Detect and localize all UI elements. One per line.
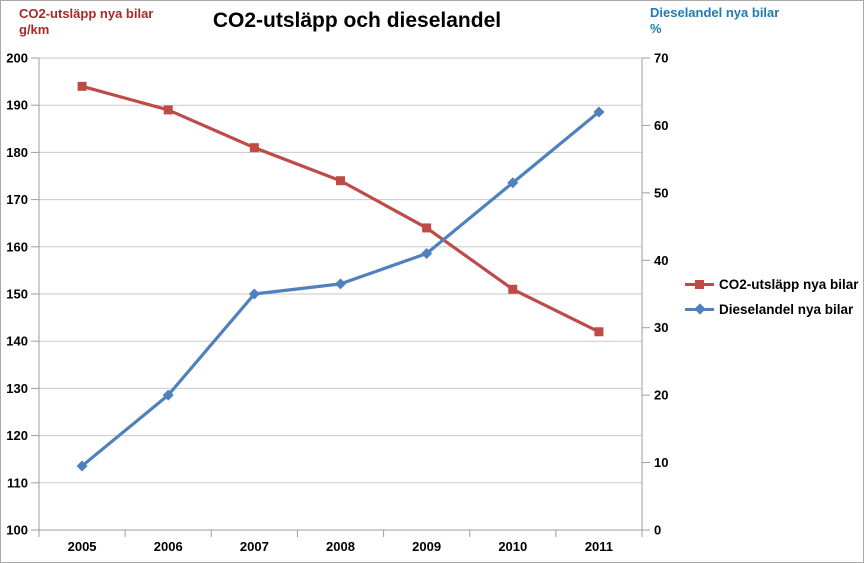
left-tick-label: 120	[6, 428, 28, 443]
right-tick-label: 30	[654, 320, 668, 335]
right-tick-label: 60	[654, 118, 668, 133]
diamond-marker-icon	[507, 177, 519, 189]
left-tick-label: 200	[6, 51, 28, 66]
diamond-marker-icon	[421, 248, 433, 260]
square-marker-icon	[77, 81, 87, 91]
diamond-marker-icon	[694, 303, 706, 315]
diamond-marker-icon	[162, 389, 174, 401]
chart-title: CO2-utsläpp och dieselandel	[212, 9, 502, 32]
diamond-marker-icon	[335, 278, 346, 290]
co2-utsl-pp-nya-bilar-line	[80, 84, 601, 334]
left-tick-label: 160	[6, 239, 28, 254]
diamond-marker-icon	[593, 106, 605, 118]
square-marker-icon	[249, 143, 259, 153]
legend: CO2-utsläpp nya bilar Dieselandel nya bi…	[685, 272, 859, 322]
x-tick-label: 2005	[68, 539, 97, 554]
left-axis-title: CO2-utsläpp nya bilar g/km	[19, 6, 154, 37]
left-tick-label: 170	[6, 192, 28, 207]
x-tick-label: 2008	[326, 539, 355, 554]
x-tick-label: 2011	[585, 539, 613, 554]
x-tick-label: 2010	[498, 539, 527, 554]
square-marker-icon	[336, 176, 345, 186]
right-tick-label: 10	[654, 455, 668, 470]
left-tick-label: 100	[6, 523, 28, 538]
x-tick-label: 2007	[240, 539, 269, 554]
x-tick-label: 2009	[412, 539, 441, 554]
right-tick-label: 40	[654, 253, 668, 268]
diesel-series-marker-icon	[685, 303, 714, 315]
square-marker-icon	[508, 284, 518, 294]
square-marker-icon	[594, 327, 604, 337]
diamond-marker-icon	[248, 288, 260, 300]
left-tick-label: 140	[6, 334, 28, 349]
co2-series-marker-icon	[685, 280, 714, 289]
right-tick-label: 20	[654, 388, 668, 403]
legend-item-co2: CO2-utsläpp nya bilar	[685, 272, 859, 297]
right-tick-label: 70	[654, 51, 668, 66]
right-tick-label: 50	[654, 185, 668, 200]
right-axis-title: Dieselandel nya bilar %	[650, 5, 780, 36]
left-tick-label: 130	[6, 381, 28, 396]
left-tick-label: 190	[6, 98, 28, 113]
square-marker-icon	[422, 223, 432, 233]
square-marker-icon	[695, 280, 704, 289]
diamond-marker-icon	[76, 460, 88, 472]
left-tick-label: 180	[6, 145, 28, 160]
legend-item-diesel: Dieselandel nya bilar	[685, 297, 859, 322]
left-tick-label: 110	[7, 475, 28, 490]
legend-label: Dieselandel nya bilar	[719, 302, 854, 317]
right-tick-label: 0	[654, 523, 661, 538]
legend-label: CO2-utsläpp nya bilar	[719, 277, 859, 292]
x-tick-label: 2006	[154, 539, 183, 554]
square-marker-icon	[163, 105, 173, 115]
left-tick-label: 150	[6, 287, 28, 302]
